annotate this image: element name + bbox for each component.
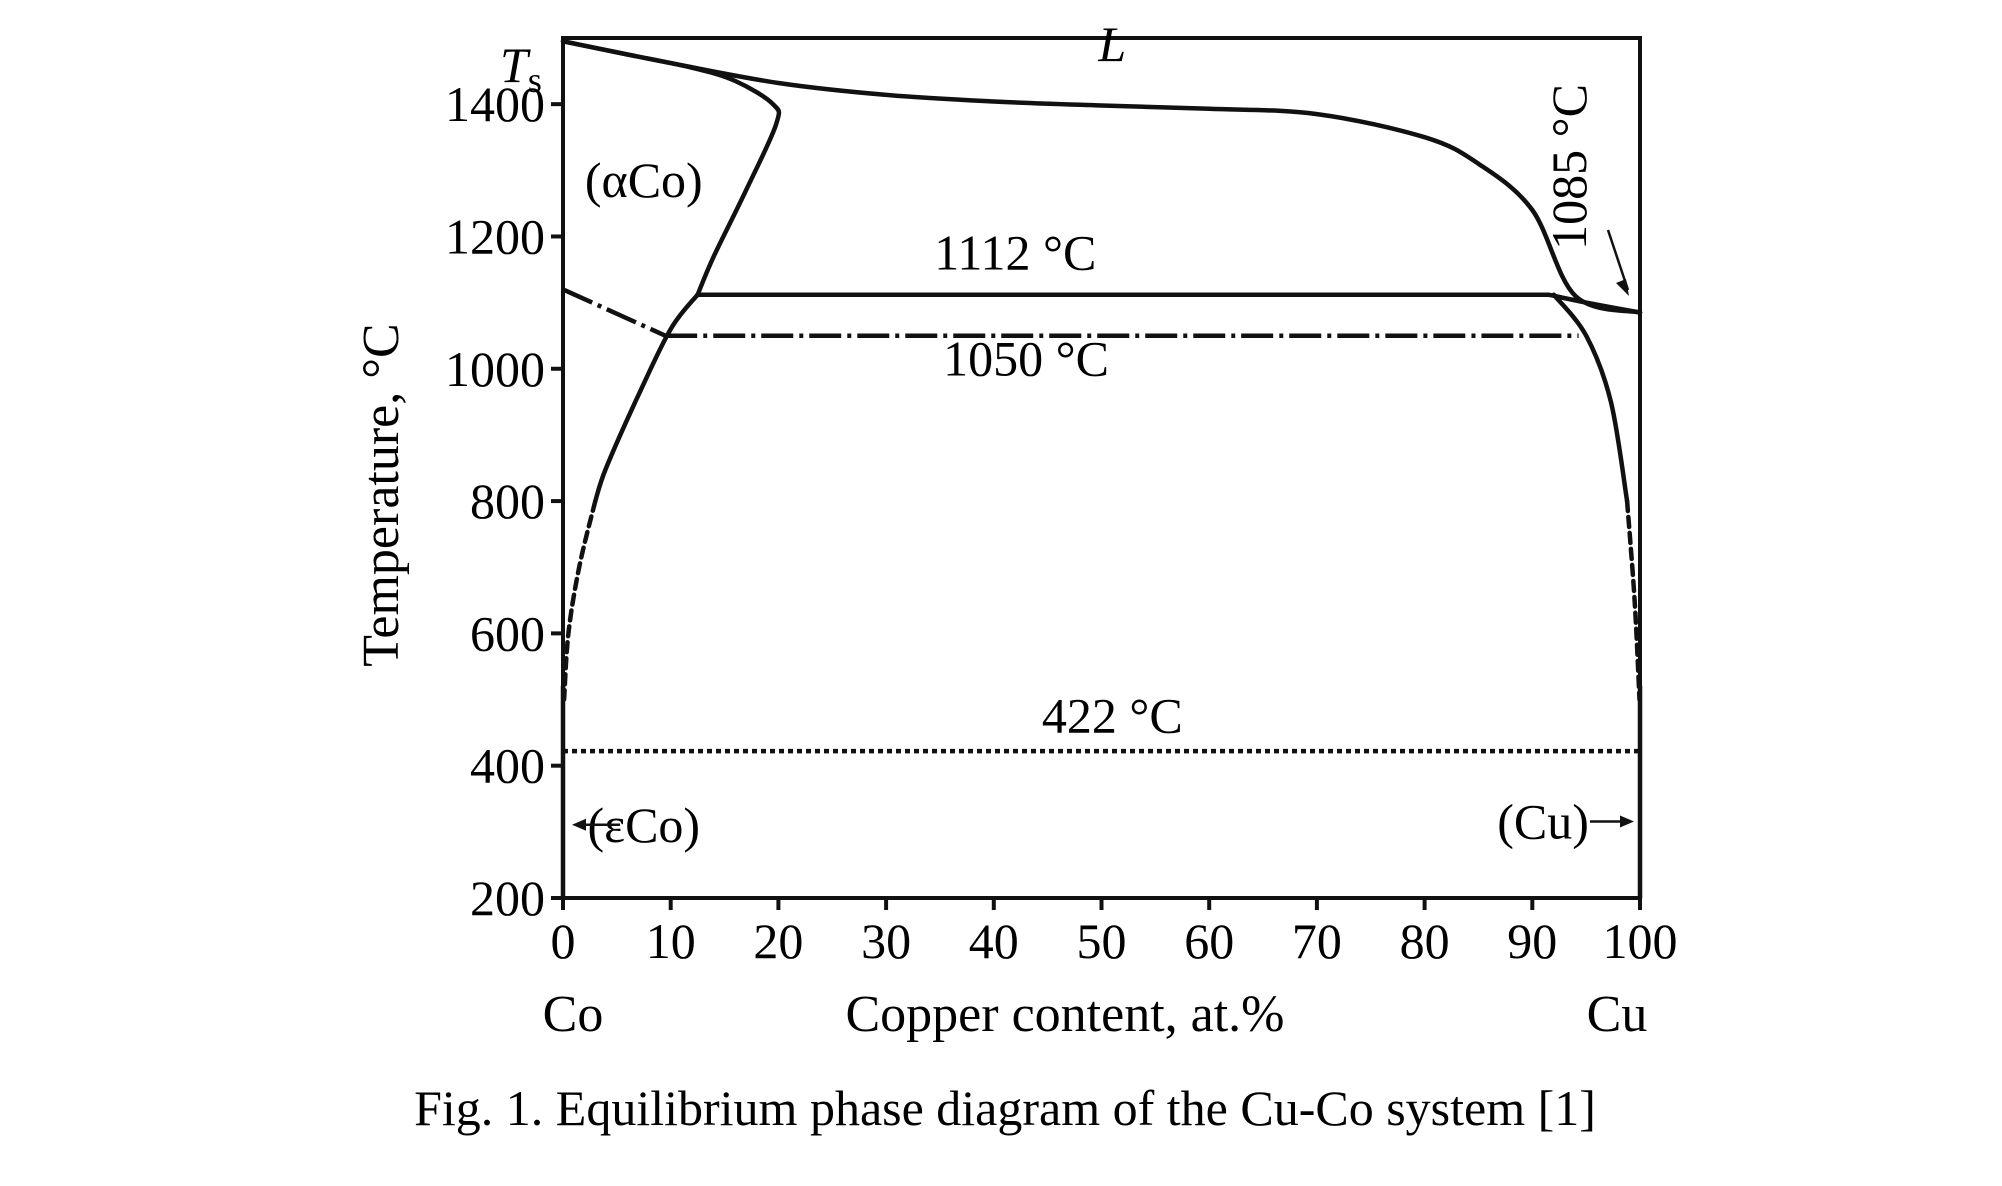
- x-tick-label: 100: [1603, 913, 1678, 969]
- chart-labels: Temperature, °C Copper content, at.% Co …: [353, 37, 1647, 1136]
- phase-boundary-solid: [560, 39, 1643, 315]
- y-tick-label: 400: [470, 738, 545, 794]
- x-tick-label: 50: [1077, 913, 1127, 969]
- y-tick-label: 1400: [445, 76, 545, 132]
- annotation-label: 1050 °C: [943, 330, 1109, 386]
- x-tick-label: 10: [646, 913, 696, 969]
- figure-caption: Fig. 1. Equilibrium phase diagram of the…: [414, 1080, 1596, 1136]
- plot-border: [561, 36, 1642, 900]
- y-axis-title: Temperature, °C: [353, 323, 410, 666]
- arrow-head-cu: [1620, 815, 1634, 828]
- axis-ticks: 200 400 600 800 1000 1200 1400 0 10 20 30 40 50 60 70 8…: [445, 76, 1678, 969]
- y-tick-label: 1000: [445, 341, 545, 397]
- y-tick-label: 800: [470, 473, 545, 529]
- ts-label-main: T: [500, 37, 531, 93]
- arrow-head-eco: [572, 818, 586, 831]
- y-tick-label: 1200: [445, 208, 545, 264]
- annotation-label: (αCo): [585, 152, 703, 208]
- y-tick-label: 200: [470, 870, 545, 926]
- phase-boundary-solid: [560, 39, 782, 297]
- x-tick-label: 70: [1292, 913, 1342, 969]
- phase-boundaries: [560, 39, 1643, 901]
- phase-boundary-dashed: [1624, 498, 1642, 702]
- plot-frame: [561, 36, 1642, 900]
- x-tick-label: 0: [551, 913, 576, 969]
- annotation-label: 422 °C: [1042, 688, 1183, 744]
- x-end-label-left: Co: [543, 986, 604, 1043]
- phase-boundary-solid: [1551, 292, 1630, 504]
- phase-boundary-solid: [593, 292, 700, 504]
- x-tick-label: 90: [1507, 913, 1557, 969]
- ts-label: Ts: [500, 37, 542, 100]
- x-tick-label: 60: [1184, 913, 1234, 969]
- x-tick-label: 20: [753, 913, 803, 969]
- x-tick-label: 80: [1400, 913, 1450, 969]
- phase-boundary-dash-dot: [562, 287, 667, 338]
- annotation-1085: 1085 °C: [1541, 84, 1597, 250]
- annotation-label: L: [1097, 16, 1126, 72]
- x-tick-label: 30: [861, 913, 911, 969]
- x-end-label-right: Cu: [1587, 986, 1648, 1043]
- arrow-head-1085: [1616, 279, 1629, 296]
- phase-boundary-dashed: [561, 498, 598, 702]
- x-tick-label: 40: [969, 913, 1019, 969]
- y-tick-label: 600: [470, 605, 545, 661]
- ts-label-sub: s: [528, 60, 542, 100]
- annotation-label: (Cu): [1497, 793, 1589, 849]
- x-axis-title: Copper content, at.%: [846, 986, 1285, 1043]
- annotation-label: 1112 °C: [934, 225, 1096, 281]
